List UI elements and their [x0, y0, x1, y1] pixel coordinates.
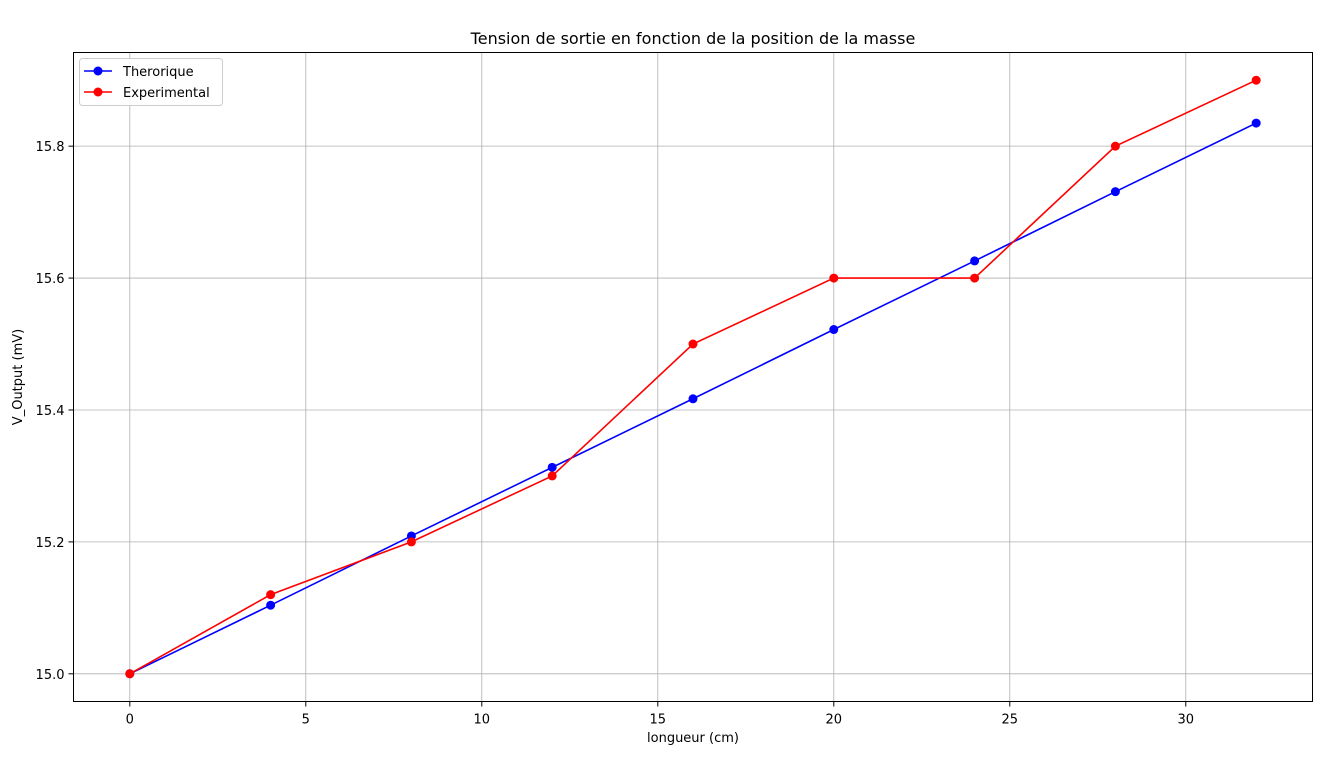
legend-item: Therorique [84, 65, 194, 80]
x-tick-label: 20 [826, 713, 843, 728]
legend-marker [93, 87, 103, 97]
x-axis-label: longueur (cm) [647, 731, 739, 746]
y-tick-label: 15.8 [36, 140, 65, 155]
data-point [688, 339, 698, 349]
series-experimental [125, 75, 1261, 679]
x-tick-label: 15 [650, 713, 667, 728]
y-tick-label: 15.6 [36, 272, 65, 287]
y-tick-label: 15.4 [36, 404, 65, 419]
data-point [547, 462, 557, 472]
data-point [125, 669, 135, 679]
data-point [266, 590, 276, 600]
y-axis-label: V_Output (mV) [11, 329, 26, 425]
x-tick-label: 30 [1178, 713, 1195, 728]
data-point [829, 325, 839, 335]
chart-title: Tension de sortie en fonction de la posi… [470, 29, 916, 48]
x-tick-label: 0 [126, 713, 134, 728]
y-tick-label: 15.0 [36, 668, 65, 683]
data-point [970, 273, 980, 283]
data-point [829, 273, 839, 283]
x-tick-label: 25 [1002, 713, 1019, 728]
data-point [266, 600, 276, 610]
series-layer [125, 75, 1261, 679]
data-point [970, 256, 980, 266]
x-tick-label: 5 [302, 713, 310, 728]
legend-box [79, 58, 223, 106]
data-point [1251, 118, 1261, 128]
data-point [547, 471, 557, 481]
grid [73, 52, 1313, 702]
x-tick-label: 10 [474, 713, 491, 728]
plot-frame [73, 52, 1313, 702]
data-point [1110, 141, 1120, 151]
data-point [688, 394, 698, 404]
legend-label: Therorique [122, 65, 194, 80]
data-point [406, 537, 416, 547]
data-point [1110, 187, 1120, 197]
legend-label: Experimental [123, 86, 210, 101]
legend-marker [93, 66, 103, 76]
ticks: 0 5 10 15 20 25 30 15.0 15.2 15.4 15.6 15.8 [36, 140, 1195, 727]
data-point [1251, 75, 1261, 85]
y-tick-label: 15.2 [36, 536, 65, 551]
legend: Therorique Experimental [79, 58, 223, 106]
legend-item: Experimental [84, 86, 210, 101]
